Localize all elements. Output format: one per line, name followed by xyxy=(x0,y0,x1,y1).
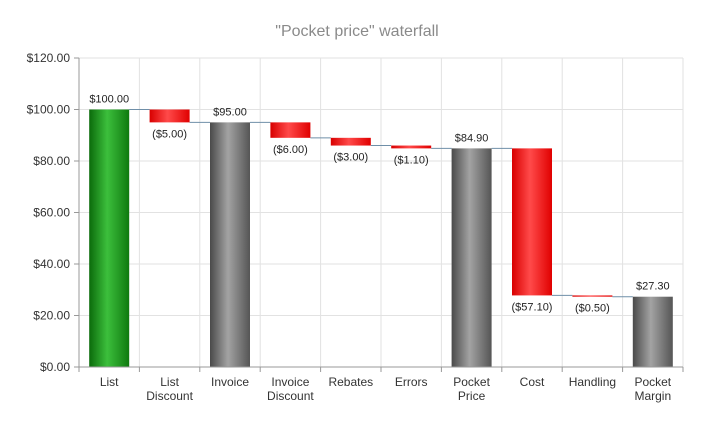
data-label: ($3.00) xyxy=(333,152,368,164)
data-label: $27.30 xyxy=(636,281,670,293)
y-tick-label: $80.00 xyxy=(33,154,70,168)
y-axis-ticks: $0.00 $20.00 $40.00 $60.00 $80.00 $100.00 $120… xyxy=(27,51,71,374)
y-tick-label: $60.00 xyxy=(33,206,70,220)
grid-lines xyxy=(79,57,684,368)
chart-title: "Pocket price" waterfall xyxy=(275,23,438,40)
bar-decrease xyxy=(270,122,311,138)
x-tick-label: Rebates xyxy=(328,375,373,389)
bar-total xyxy=(451,148,492,367)
data-label: ($5.00) xyxy=(152,128,187,140)
data-label: $100.00 xyxy=(89,94,129,106)
x-tick-label: Discount xyxy=(267,389,314,403)
data-label: ($57.10) xyxy=(512,301,553,313)
x-tick-label: List xyxy=(100,375,119,389)
x-tick-label: Invoice xyxy=(211,375,249,389)
bar-total xyxy=(632,296,673,367)
x-tick-label: Handling xyxy=(569,375,616,389)
x-tick-label: Invoice xyxy=(271,375,309,389)
connector-lines xyxy=(129,109,633,298)
bar-start xyxy=(89,109,130,367)
data-label: ($1.10) xyxy=(394,154,429,166)
data-labels: $100.00 ($5.00) $95.00 ($6.00) ($3.00) ($1.10… xyxy=(89,94,669,315)
axes xyxy=(74,57,684,372)
x-tick-label: Price xyxy=(458,389,486,403)
y-tick-label: $100.00 xyxy=(27,103,71,117)
x-tick-label: Pocket xyxy=(634,375,671,389)
bar-decrease xyxy=(391,145,432,149)
bar-total xyxy=(210,122,250,367)
y-tick-label: $20.00 xyxy=(33,309,70,323)
bars xyxy=(89,109,673,367)
y-tick-label: $120.00 xyxy=(27,51,71,65)
x-tick-label: Cost xyxy=(520,375,545,389)
data-label: $95.00 xyxy=(213,106,247,118)
x-tick-label: Pocket xyxy=(453,375,490,389)
y-tick-label: $0.00 xyxy=(40,360,70,374)
bar-decrease xyxy=(572,295,613,297)
data-label: ($0.50) xyxy=(575,303,610,315)
x-tick-label: Errors xyxy=(395,375,428,389)
y-tick-label: $40.00 xyxy=(33,257,70,271)
bar-decrease xyxy=(512,148,552,296)
bar-decrease xyxy=(330,137,371,146)
x-tick-label: Margin xyxy=(634,389,671,403)
data-label: $84.90 xyxy=(455,132,489,144)
x-tick-label: Discount xyxy=(146,389,193,403)
data-label: ($6.00) xyxy=(273,144,308,156)
x-tick-label: List xyxy=(160,375,179,389)
bar-decrease xyxy=(149,109,190,123)
